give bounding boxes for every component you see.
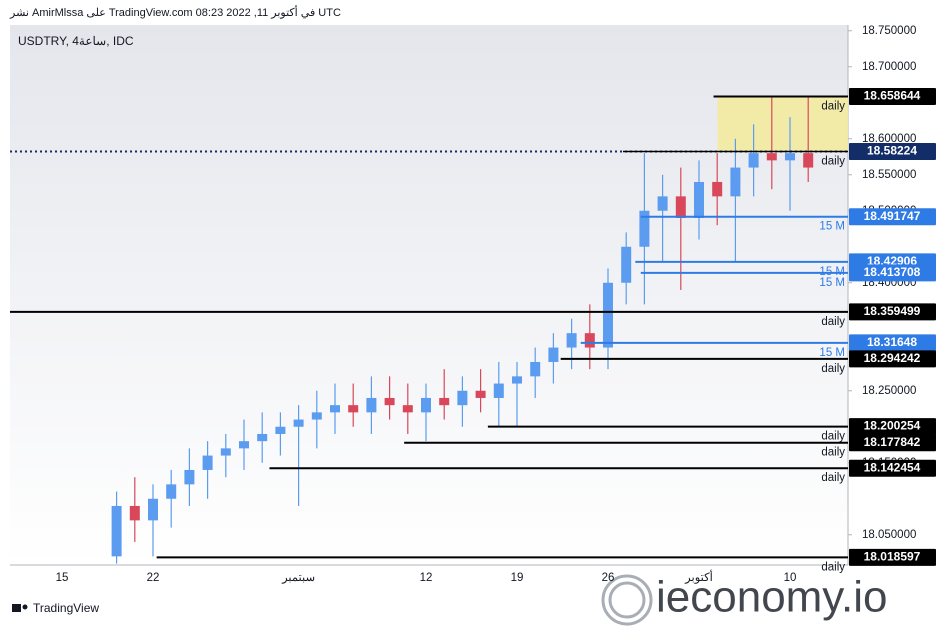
candle-body [184, 469, 195, 485]
candle-body [766, 153, 777, 161]
candle-body [311, 412, 322, 420]
y-tick-label: 18.250000 [862, 385, 916, 397]
candle-body [366, 397, 377, 413]
price-label: 18.018597 [864, 550, 921, 564]
level-note: 15 M [819, 347, 845, 359]
level-note: daily [821, 156, 845, 168]
level-note: daily [821, 431, 845, 443]
watermark: ieconomy.io [656, 573, 888, 622]
candle-body [202, 455, 213, 470]
price-label-box [849, 548, 936, 566]
candle-body [803, 153, 814, 168]
candle-body [330, 405, 340, 413]
level-note: daily [821, 561, 845, 573]
price-label: 18.294242 [864, 351, 921, 365]
price-label: 18.200254 [864, 419, 921, 433]
price-label: 18.58224 [867, 144, 917, 158]
y-tick-label: 18.700000 [862, 61, 916, 73]
candle-body [694, 181, 704, 218]
price-label-box [849, 88, 936, 106]
price-label-box [849, 264, 936, 282]
price-label: 18.142454 [864, 460, 921, 474]
level-note: daily [821, 363, 845, 375]
candle-body [748, 153, 759, 168]
candle-body [584, 333, 595, 348]
price-label-box [849, 418, 936, 436]
level-note: 15 M [819, 277, 845, 289]
candle-body [257, 433, 268, 442]
candle-body [129, 505, 140, 521]
x-tick-label: 12 [420, 572, 433, 584]
x-tick-label: أكتوبر [684, 569, 713, 584]
level-note: daily [821, 472, 845, 484]
price-label-box [849, 459, 936, 477]
candle-body [275, 426, 286, 434]
watermark-logo [601, 574, 653, 626]
candle-body [148, 498, 158, 521]
y-tick-label: 18.600000 [862, 133, 916, 145]
level-note: daily [821, 101, 845, 113]
candle-body [457, 390, 468, 406]
tv-logo [12, 604, 28, 612]
price-label: 18.177842 [864, 435, 921, 449]
candle-body [166, 484, 177, 499]
x-tick-label: 26 [602, 572, 615, 584]
level-note: 15 M [819, 266, 845, 278]
level-note: daily [821, 316, 845, 328]
candle-body [402, 405, 413, 413]
candle-body [639, 210, 650, 247]
candle-body [421, 397, 431, 413]
y-tick-label: 18.750000 [862, 25, 916, 37]
y-tick-label: 18.050000 [862, 529, 916, 541]
candle-body [566, 333, 577, 348]
candle-body [293, 419, 304, 427]
price-label: 18.413708 [864, 265, 921, 279]
price-label: 18.359499 [864, 304, 921, 318]
candle-body [512, 376, 522, 384]
x-tick-label: 22 [147, 572, 160, 584]
candle-body [439, 397, 450, 406]
candle-body [220, 448, 231, 456]
candle-body [712, 181, 723, 197]
candle-body [548, 347, 559, 362]
candle-body [384, 397, 395, 406]
price-label: 18.658644 [864, 89, 921, 103]
symbol: USDTRY, 4ساعة, IDC [18, 34, 134, 48]
price-label-box [849, 208, 936, 226]
candle-body [603, 282, 613, 348]
price-label-box [849, 350, 936, 368]
candle-body [621, 246, 632, 283]
x-tick-label: 19 [511, 572, 524, 584]
candle-body [111, 505, 122, 557]
highlight-box [717, 96, 848, 152]
y-tick-label: 18.550000 [862, 169, 916, 181]
candle-body [348, 405, 359, 413]
candle-body [530, 361, 541, 377]
candle-body [493, 383, 504, 398]
price-label: 18.491747 [864, 209, 921, 223]
price-label: 18.31648 [867, 335, 917, 349]
price-label-box [849, 143, 936, 161]
published-line: نشر AmirMlssa على TradingView.com 08:23 … [9, 5, 341, 19]
price-label-box [849, 434, 936, 452]
x-tick-label: 10 [784, 572, 797, 584]
x-tick-label: 15 [56, 572, 69, 584]
x-tick-label: سبتمبر [281, 572, 315, 584]
candle-body [475, 390, 486, 398]
candle-body [730, 167, 741, 197]
candle-body [239, 441, 249, 449]
plot-area [10, 25, 848, 565]
candle-body [785, 153, 795, 161]
candle-body [675, 196, 686, 218]
price-label-box [849, 303, 936, 321]
level-note: 15 M [819, 221, 845, 233]
price-label-box [849, 334, 936, 352]
level-note: daily [821, 447, 845, 459]
candle-body [657, 196, 668, 211]
price-axis: 18.750000 18.700000 18.600000 18.550000 18.5… [848, 25, 936, 566]
brand: TradingView [33, 601, 99, 615]
